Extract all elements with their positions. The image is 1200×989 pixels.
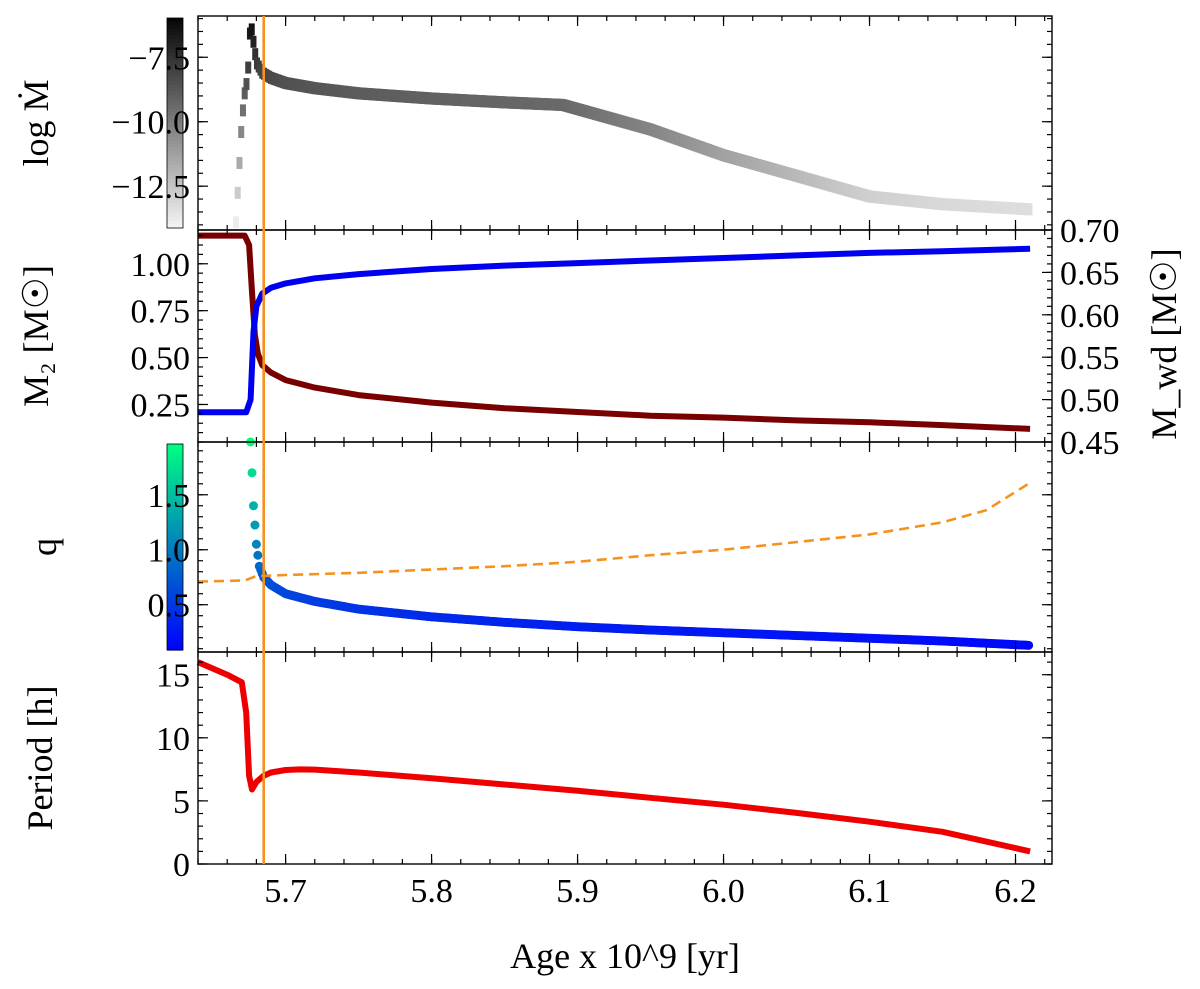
- x-axis-title: Age x 10^9 [yr]: [510, 936, 740, 976]
- mdot-point: [245, 61, 252, 74]
- panel-orbital-period: 0 5 10 15 5.7 5.8 5.9 6.0 6.1 6.2 Period [h]: [20, 651, 1053, 910]
- mdot-point: [234, 186, 241, 199]
- y-tick-label: 10: [156, 721, 190, 758]
- y-tick-label: 1.5: [148, 478, 191, 515]
- y2-axis-title: M_wd [M☉]: [1144, 248, 1184, 439]
- x-tick-label: 5.7: [264, 873, 307, 910]
- mdot-point: [248, 23, 255, 36]
- y-axis-title: M₂ [M☉]: [16, 265, 56, 407]
- y-tick-label: −12.5: [111, 169, 190, 206]
- y-tick-label: 0.25: [131, 387, 191, 424]
- mdot-point: [243, 78, 250, 91]
- y-tick-label: 5: [173, 784, 190, 821]
- frame: [197, 651, 1053, 865]
- y-axis-title: q: [24, 538, 64, 556]
- mdot-point: [241, 87, 248, 100]
- y2-tick-label: 0.45: [1060, 425, 1120, 462]
- y-tick-label: −10.0: [111, 105, 190, 142]
- panel-mass-ratio: 0.5 1.0 1.5 q: [24, 437, 1053, 653]
- y-tick-label: 0: [173, 847, 190, 884]
- mdot-point: [250, 35, 257, 48]
- mdot-point: [236, 156, 243, 169]
- panel-masses: 0.25 0.50 0.75 1.00 0.45 0.50 0.55 0.60 0.65 0.70…: [16, 213, 1184, 462]
- x-tick-label: 6.1: [848, 873, 891, 910]
- frame: [197, 441, 1053, 653]
- x-tick-label: 6.2: [994, 873, 1037, 910]
- overlay: Age x 10^9 [yr]: [262, 16, 740, 976]
- q-colorbar: [166, 443, 184, 651]
- q-markers: [246, 437, 1034, 650]
- series-line-q-critical: [197, 481, 1031, 583]
- series-line-m2: [198, 232, 1031, 432]
- y-axis-title: log Ṁ: [16, 79, 56, 166]
- mdot-point: [239, 104, 246, 117]
- y2-tick-label: 0.50: [1060, 383, 1120, 420]
- mdot-point: [232, 216, 239, 229]
- x-tick-label: 6.0: [702, 873, 745, 910]
- x-tick-label: 5.8: [410, 873, 453, 910]
- y2-tick-label: 0.65: [1060, 255, 1120, 292]
- y-axis-title: Period [h]: [20, 686, 60, 831]
- q-point: [253, 550, 263, 560]
- y2-tick-label: 0.60: [1060, 298, 1120, 335]
- mdot-point: [252, 48, 259, 61]
- series-line-mwd: [198, 245, 1031, 416]
- q-point: [248, 501, 258, 511]
- y-tick-label: −7.5: [128, 40, 190, 77]
- y-tick-label: 15: [156, 658, 190, 695]
- mdot-point: [238, 126, 245, 139]
- q-point: [1024, 640, 1034, 650]
- q-point: [251, 539, 261, 549]
- panel-mass-transfer-rate: −7.5 −10.0 −12.5 log Ṁ: [16, 15, 1053, 231]
- series-line-period: [196, 659, 1031, 855]
- q-point: [250, 520, 260, 530]
- q-point: [247, 468, 257, 478]
- mdot-colorbar: [166, 17, 184, 229]
- y2-tick-label: 0.70: [1060, 213, 1120, 250]
- y-tick-label: 0.75: [131, 294, 191, 331]
- y-tick-label: 0.5: [148, 588, 191, 625]
- y2-tick-label: 0.55: [1060, 340, 1120, 377]
- mdot-point: [1026, 203, 1033, 216]
- x-tick-label: 5.9: [556, 873, 599, 910]
- y-tick-label: 1.00: [131, 247, 191, 284]
- mdot-markers: [232, 23, 1033, 229]
- y-tick-label: 1.0: [148, 533, 191, 570]
- y-tick-label: 0.50: [131, 341, 191, 378]
